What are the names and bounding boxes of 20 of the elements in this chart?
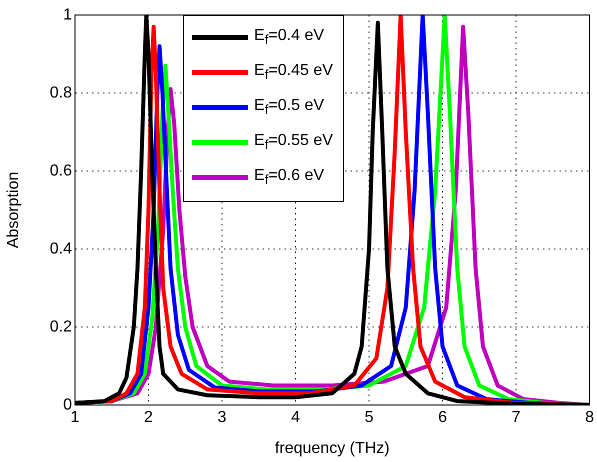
y-tick-label: 0: [63, 396, 72, 414]
x-tick-label: 5: [364, 409, 374, 426]
x-tick-label: 8: [585, 409, 594, 426]
y-tick-label: 0.6: [50, 162, 72, 180]
x-tick-label: 3: [218, 409, 227, 426]
legend-label: E$_{f}$=0.55 eV: [254, 132, 333, 153]
y-tick-label: 0.2: [50, 318, 72, 336]
legend-label: E$_{f}$=0.5 eV: [254, 97, 324, 118]
y-tick-label: 1: [63, 6, 72, 24]
legend-label: E$_{f}$=0.45 eV: [254, 62, 333, 83]
y-tick-label: 0.8: [50, 84, 72, 102]
y-tick-label: 0.4: [50, 240, 72, 258]
legend-label: E$_{f}$=0.6 eV: [254, 167, 324, 188]
x-tick-label: 2: [144, 409, 154, 426]
y-axis-title: Absorption: [5, 172, 22, 248]
legend-label: E$_{f}$=0.4 eV: [254, 27, 324, 48]
x-tick-label: 7: [512, 409, 521, 426]
x-tick-label: 4: [291, 409, 300, 426]
x-axis-title: frequency (THz): [274, 440, 390, 457]
x-tick-label: 6: [438, 409, 448, 426]
